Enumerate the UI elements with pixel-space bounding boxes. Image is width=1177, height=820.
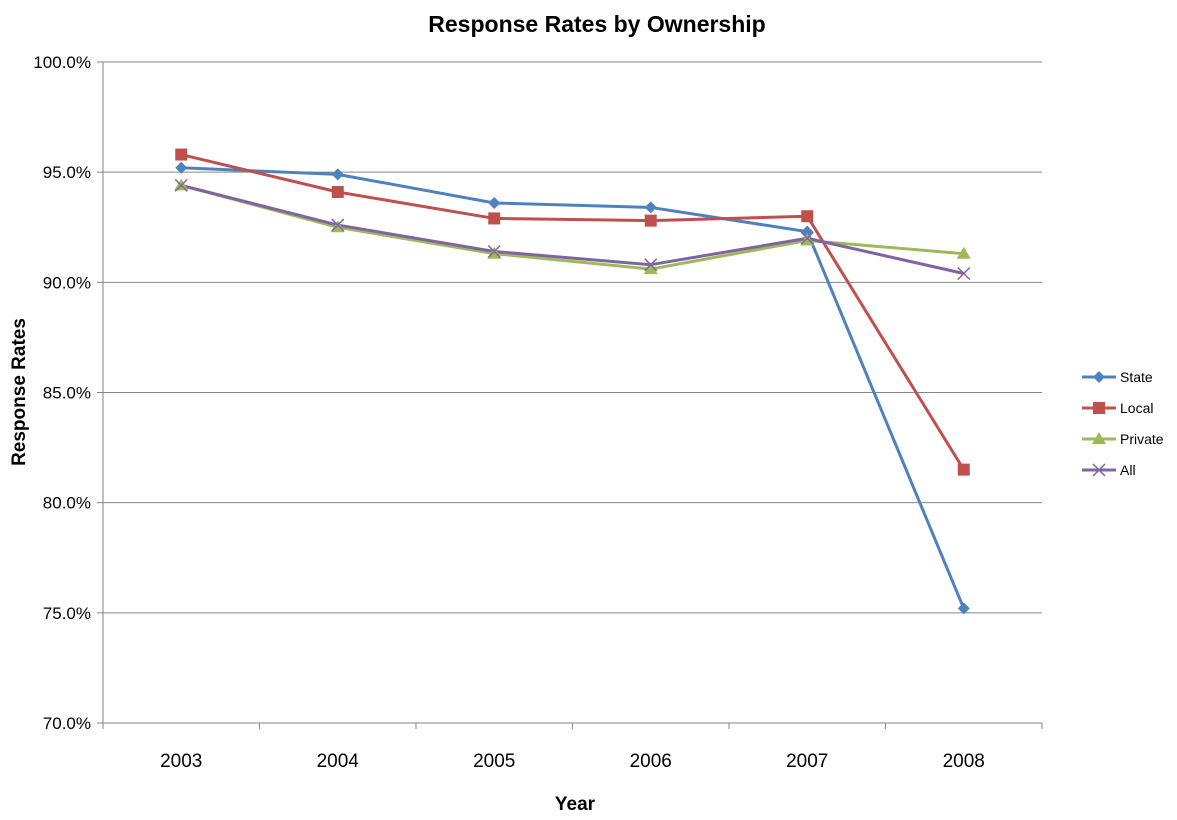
data-point-private xyxy=(643,262,658,275)
y-axis-title: Response Rates xyxy=(9,318,30,466)
data-point-local xyxy=(801,210,814,223)
series-lines xyxy=(180,153,966,610)
legend-item-state: State xyxy=(1082,369,1153,385)
data-point-all xyxy=(487,244,501,259)
legend-label-private: Private xyxy=(1120,431,1164,447)
legend-label-all: All xyxy=(1120,462,1136,478)
x-tick-label: 2003 xyxy=(160,751,202,772)
legend: State Local Private All xyxy=(1082,369,1164,478)
data-point-local xyxy=(175,148,188,161)
y-tick-label: 70.0% xyxy=(43,714,91,733)
data-point-state xyxy=(957,602,970,615)
x-tick-label: 2004 xyxy=(317,751,360,772)
y-tick-label: 85.0% xyxy=(43,384,91,403)
data-point-state xyxy=(644,201,657,214)
chart-title: Response Rates by Ownership xyxy=(428,11,765,37)
series-line-local xyxy=(180,153,966,471)
data-point-all xyxy=(644,258,658,272)
data-point-local xyxy=(644,214,657,227)
data-point-all xyxy=(174,178,188,192)
x-tick-label: 2008 xyxy=(943,751,985,772)
y-tick-label: 90.0% xyxy=(43,273,91,292)
x-tick-label: 2007 xyxy=(786,751,828,772)
data-point-all xyxy=(957,266,971,281)
data-point-state xyxy=(175,161,188,174)
axes xyxy=(97,61,1043,729)
data-point-state xyxy=(331,168,344,181)
series-line-all xyxy=(180,183,965,275)
legend-label-state: State xyxy=(1120,369,1153,385)
legend-label-local: Local xyxy=(1120,400,1153,416)
legend-item-private: Private xyxy=(1082,431,1164,447)
x-tick-labels: 2003 2004 2005 2006 2007 2008 xyxy=(160,751,985,772)
y-tick-label: 80.0% xyxy=(43,494,91,513)
legend-item-all: All xyxy=(1082,462,1136,478)
x-tick-label: 2005 xyxy=(473,751,515,772)
y-tick-label: 75.0% xyxy=(43,604,91,623)
data-point-private xyxy=(956,246,971,259)
legend-marker-state xyxy=(1093,371,1105,383)
x-tick-label: 2006 xyxy=(630,751,672,772)
data-point-local xyxy=(488,212,501,225)
data-point-all xyxy=(800,231,814,245)
data-point-local xyxy=(331,185,344,198)
grid-lines xyxy=(103,61,1042,614)
data-point-all xyxy=(331,218,345,232)
legend-item-local: Local xyxy=(1082,400,1153,416)
series-line-state xyxy=(181,166,966,610)
x-axis-title: Year xyxy=(555,794,596,815)
data-point-local xyxy=(957,463,970,476)
legend-marker-private xyxy=(1092,432,1106,444)
legend-marker-all xyxy=(1092,463,1106,477)
y-tick-labels: 70.0% 75.0% 80.0% 85.0% 90.0% 95.0% 100.0% xyxy=(33,53,91,733)
series-line-private xyxy=(180,183,964,271)
y-tick-label: 100.0% xyxy=(33,53,91,72)
y-tick-label: 95.0% xyxy=(43,163,91,182)
series-markers xyxy=(174,148,971,615)
legend-marker-local xyxy=(1093,402,1105,414)
data-point-state xyxy=(488,197,501,210)
